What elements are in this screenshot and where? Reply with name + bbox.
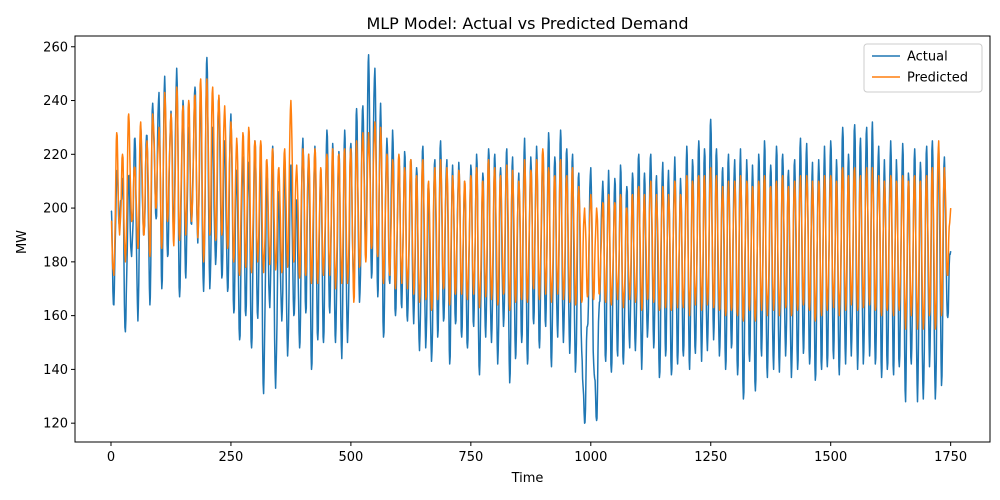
chart-title: MLP Model: Actual vs Predicted Demand bbox=[366, 14, 688, 33]
legend-label-predicted: Predicted bbox=[907, 71, 968, 86]
series-line-predicted bbox=[110, 78, 952, 330]
axes: 0 250 500 750 1000 1250 1500 1750 120 140 160 180 20… bbox=[43, 35, 991, 465]
axes-frame bbox=[74, 35, 991, 443]
y-tick-label: 260 bbox=[43, 40, 68, 55]
y-axis-label: MW bbox=[15, 230, 30, 254]
plot-area bbox=[110, 54, 952, 424]
x-axis-label: Time bbox=[511, 471, 544, 486]
y-tick-label: 140 bbox=[43, 363, 68, 378]
x-tick-label: 1250 bbox=[694, 450, 727, 465]
y-tick-label: 160 bbox=[43, 309, 68, 324]
x-tick-label: 1000 bbox=[574, 450, 607, 465]
legend-label-actual: Actual bbox=[907, 50, 948, 65]
x-tick-label: 1750 bbox=[934, 450, 967, 465]
legend: Actual Predicted bbox=[863, 43, 983, 93]
x-tick-label: 250 bbox=[219, 450, 244, 465]
y-tick-label: 220 bbox=[43, 148, 68, 163]
y-tick-label: 120 bbox=[43, 417, 68, 432]
x-tick-label: 1500 bbox=[814, 450, 847, 465]
y-tick-label: 200 bbox=[43, 202, 68, 217]
y-tick-label: 240 bbox=[43, 94, 68, 109]
x-tick-label: 750 bbox=[458, 450, 483, 465]
y-tick-label: 180 bbox=[43, 255, 68, 270]
x-tick-label: 0 bbox=[107, 450, 115, 465]
x-tick-label: 500 bbox=[338, 450, 363, 465]
